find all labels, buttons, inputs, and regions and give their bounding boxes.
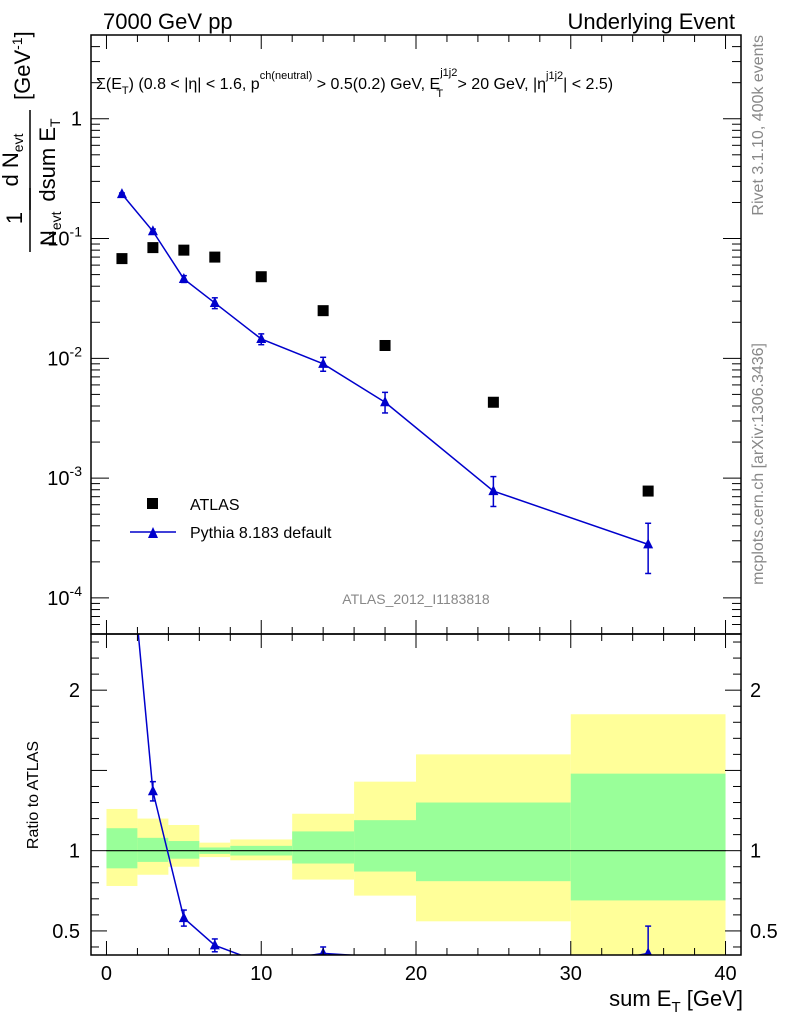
ratio-y-tick-label: 2 bbox=[69, 680, 80, 702]
x-tick-label: 20 bbox=[405, 963, 427, 985]
atlas-data-point bbox=[379, 339, 391, 351]
mc-data-point bbox=[643, 538, 654, 549]
top-panel-marks bbox=[116, 188, 654, 575]
svg-text:[GeV-1]: [GeV-1] bbox=[9, 31, 35, 100]
ratio-band-inner bbox=[570, 773, 726, 901]
ratio-y-axis-label: Ratio to ATLAS bbox=[25, 741, 42, 849]
x-tick-label: 0 bbox=[101, 963, 112, 985]
legend-mc-label: Pythia 8.183 default bbox=[190, 525, 332, 542]
header-right: Underlying Event bbox=[567, 9, 735, 34]
ratio-y-tick-label: 0.5 bbox=[52, 921, 80, 943]
atlas-data-point bbox=[116, 253, 128, 265]
axis-tick-labels: 0 10 20 30 40 10-4 10-3 10-2 10-1 1 0.5 0.5 1 1 2 2 bbox=[47, 109, 778, 985]
atlas-data-point bbox=[209, 251, 221, 263]
atlas-data-point bbox=[642, 485, 654, 497]
ratio-mc-point bbox=[147, 785, 158, 796]
top-panel-frame bbox=[90, 34, 742, 635]
rivet-version-label: Rivet 3.1.10, 400k events bbox=[750, 35, 767, 216]
mc-data-point bbox=[488, 485, 499, 496]
ratio-band-inner bbox=[416, 802, 571, 882]
atlas-data-point bbox=[178, 244, 190, 256]
ratio-band-inner bbox=[292, 831, 355, 864]
y-tick-label: 10-1 bbox=[47, 224, 82, 251]
mcplots-label: mcplots.cern.ch [arXiv:1306.3436] bbox=[750, 343, 767, 585]
ratio-mc-point bbox=[644, 947, 652, 955]
ratio-y-tick-label-right: 2 bbox=[750, 680, 761, 702]
ratio-y-tick-label-right: 1 bbox=[750, 841, 761, 863]
x-axis-label: sum ET [GeV] bbox=[609, 986, 743, 1016]
cut-description: Σ(ET) (0.8 < |η| < 1.6, pch(neutral) > 0… bbox=[96, 67, 613, 100]
y-tick-label: 10-2 bbox=[47, 343, 82, 370]
header-left: 7000 GeV pp bbox=[103, 9, 233, 34]
atlas-data-point bbox=[317, 305, 329, 317]
ratio-y-tick-label-right: 0.5 bbox=[750, 921, 778, 943]
x-tick-label: 40 bbox=[714, 963, 736, 985]
x-tick-label: 10 bbox=[250, 963, 272, 985]
ratio-band-inner bbox=[354, 820, 416, 872]
ratio-clip-group bbox=[137, 634, 652, 955]
atlas-data-point bbox=[487, 396, 499, 408]
ratio-band-inner bbox=[168, 841, 200, 859]
mc-data-point bbox=[256, 333, 267, 344]
y-tick-label: 1 bbox=[71, 109, 82, 131]
mc-series-line bbox=[121, 193, 649, 546]
top-y-axis-label: 1 Nevt d Nevt dsum ET [GeV-1] bbox=[0, 31, 64, 252]
axis-ticks bbox=[91, 34, 741, 955]
ratio-band-inner bbox=[137, 837, 169, 862]
ratio-mc-point bbox=[178, 912, 189, 923]
y-tick-label: 10-4 bbox=[47, 583, 82, 610]
ratio-panel-marks bbox=[137, 634, 652, 955]
analysis-tag: ATLAS_2012_I1183818 bbox=[342, 591, 490, 607]
mc-data-point bbox=[209, 296, 220, 307]
svg-text:d Nevt: d Nevt bbox=[0, 133, 26, 186]
svg-text:1: 1 bbox=[2, 212, 27, 224]
ratio-y-tick-label: 1 bbox=[69, 841, 80, 863]
x-tick-label: 30 bbox=[560, 963, 582, 985]
legend-mc-marker bbox=[148, 527, 158, 538]
atlas-data-point bbox=[147, 242, 159, 254]
legend-data-marker bbox=[147, 498, 158, 509]
mc-data-point bbox=[116, 188, 127, 199]
ratio-mc-line bbox=[137, 634, 649, 955]
mc-data-point bbox=[318, 357, 329, 368]
legend-data-label: ATLAS bbox=[190, 497, 240, 514]
svg-text:Nevt: Nevt bbox=[36, 211, 64, 246]
ratio-uncertainty-bands bbox=[106, 714, 726, 955]
ratio-band-inner bbox=[106, 828, 138, 869]
mc-data-point bbox=[178, 272, 189, 283]
mc-data-point bbox=[380, 396, 391, 407]
mc-data-point bbox=[147, 225, 158, 236]
y-tick-label: 10-3 bbox=[47, 463, 82, 490]
atlas-data-point bbox=[255, 271, 267, 283]
ratio-mc-point bbox=[209, 939, 220, 950]
svg-text:dsum ET: dsum ET bbox=[35, 118, 63, 202]
legend: ATLAS Pythia 8.183 default bbox=[130, 497, 332, 542]
